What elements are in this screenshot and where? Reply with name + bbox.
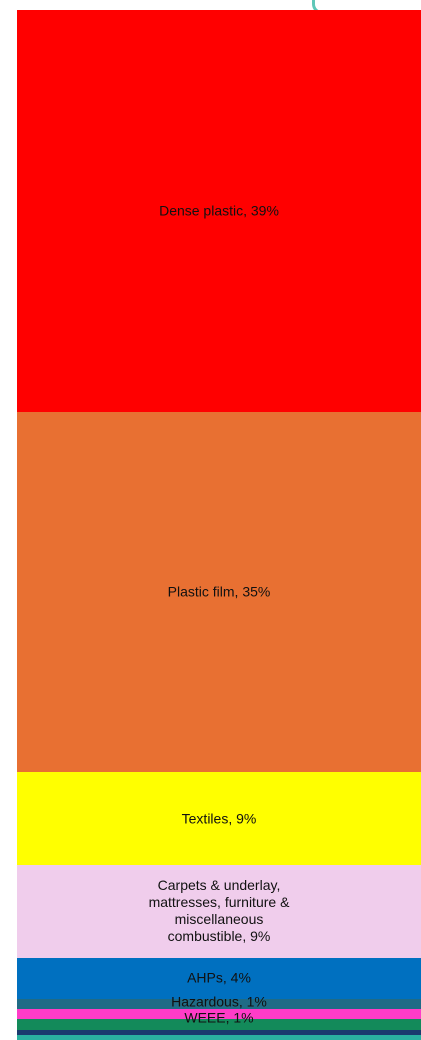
bar-segment [17,998,421,1010]
bar-segment [17,1019,421,1031]
bar-segment [17,1009,421,1020]
bar-segment [17,411,421,773]
bar-segment [17,1034,421,1040]
bar-segment [17,1029,421,1036]
bar-segment [17,864,421,959]
bar-segment [17,957,421,1000]
stacked-bar-chart: Dense plastic, 39% Plastic film, 35% Texti… [17,10,421,1040]
bar-segment [17,10,421,413]
bar-segment [17,772,421,866]
